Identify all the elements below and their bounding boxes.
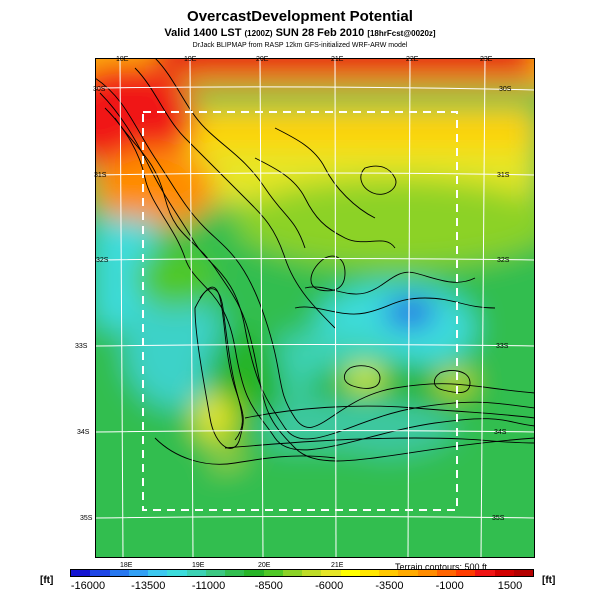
color-swatch — [282, 570, 302, 576]
color-swatch — [321, 570, 341, 576]
overcast-field — [95, 58, 535, 558]
unit-right: [ft] — [542, 575, 556, 586]
lat-label: 30S — [93, 86, 106, 93]
color-scale-tick: -6000 — [315, 580, 344, 592]
color-scale — [70, 569, 534, 577]
color-swatch — [90, 570, 110, 576]
color-scale-tick: -11000 — [191, 580, 226, 592]
lat-label: 34S — [77, 429, 90, 436]
color-swatch — [109, 570, 129, 576]
color-swatch — [302, 570, 322, 576]
lon-label: 21E — [331, 56, 344, 63]
lon-label: 23E — [480, 56, 493, 63]
lat-lon-grid — [95, 58, 535, 558]
color-swatch — [148, 570, 168, 576]
map-subtitle: Valid 1400 LST (1200Z) SUN 28 Feb 2010 [… — [0, 27, 600, 39]
lon-label: 20E — [258, 562, 271, 569]
color-swatch — [205, 570, 225, 576]
lat-label: 31S — [94, 172, 107, 179]
lon-label: 18E — [120, 562, 133, 569]
color-swatch — [456, 570, 476, 576]
map-title: OvercastDevelopment Potential — [187, 8, 413, 25]
lon-label: 20E — [256, 56, 269, 63]
color-swatch — [398, 570, 418, 576]
forecast-info: [18hrFcst@0020z] — [367, 29, 436, 38]
color-swatch — [475, 570, 495, 576]
color-scale-tick: -1000 — [435, 580, 464, 592]
map-credit: DrJack BLIPMAP from RASP 12km GFS-initia… — [192, 42, 408, 49]
lon-label: 21E — [331, 562, 344, 569]
color-scale-ticks: -16000 -13500 -11000 -8500 -6000 -3500 -1000 15… — [0, 580, 600, 594]
color-swatch — [436, 570, 456, 576]
color-scale-tick: 1500 — [497, 580, 523, 592]
color-swatch — [513, 570, 533, 576]
lat-label: 30S — [499, 86, 512, 93]
lon-label: 19E — [184, 56, 197, 63]
color-swatch — [359, 570, 379, 576]
terrain-contours — [95, 58, 535, 465]
lon-label: 18E — [116, 56, 129, 63]
lat-label: 32S — [96, 257, 109, 264]
color-swatch — [167, 570, 187, 576]
color-swatch — [263, 570, 283, 576]
lon-label: 19E — [192, 562, 205, 569]
color-swatch — [186, 570, 206, 576]
valid-date: SUN 28 Feb 2010 — [275, 27, 365, 39]
color-swatch — [128, 570, 148, 576]
terrain-note: Terrain contours: 500 ft — [395, 562, 488, 572]
lat-label: 35S — [492, 515, 505, 522]
color-swatch — [379, 570, 399, 576]
lat-label: 35S — [80, 515, 93, 522]
lon-label: 22E — [406, 56, 419, 63]
color-swatch — [71, 570, 91, 576]
valid-time: Valid 1400 LST — [164, 27, 242, 39]
color-swatch — [244, 570, 264, 576]
forecast-map — [95, 58, 535, 558]
domain-box — [142, 111, 458, 511]
color-swatch — [340, 570, 360, 576]
color-scale-tick: -13500 — [131, 580, 166, 592]
color-swatch — [225, 570, 245, 576]
lat-label: 32S — [497, 257, 510, 264]
map-frame — [95, 58, 535, 558]
color-scale-tick: -8500 — [254, 580, 283, 592]
lat-label: 34S — [494, 429, 507, 436]
lat-label: 33S — [496, 343, 509, 350]
lat-label: 33S — [75, 343, 88, 350]
unit-left: [ft] — [40, 575, 54, 586]
utc-time: (1200Z) — [244, 29, 273, 38]
color-swatch — [417, 570, 437, 576]
color-swatch — [494, 570, 514, 576]
lat-label: 31S — [497, 172, 510, 179]
color-scale-tick: -3500 — [375, 580, 404, 592]
color-scale-tick: -16000 — [70, 580, 106, 592]
